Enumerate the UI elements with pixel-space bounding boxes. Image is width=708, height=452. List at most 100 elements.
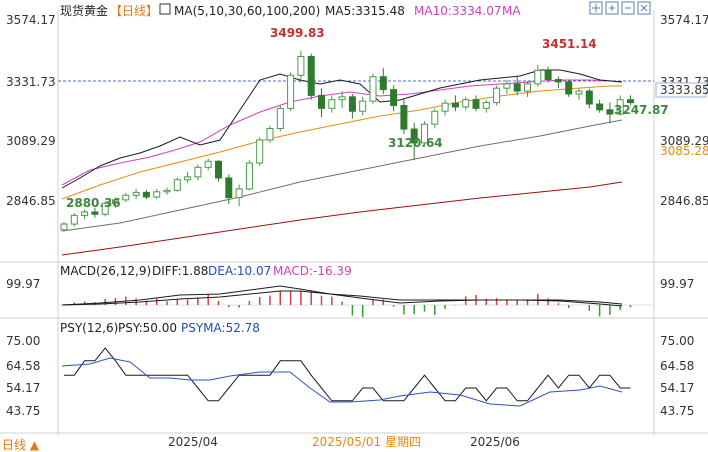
annotation-high: 3451.14 (542, 37, 597, 51)
psy-line (64, 347, 631, 402)
candle-body (534, 69, 542, 85)
price-tick: 3089.29 (660, 134, 708, 148)
chart-header: 现货黄金 【日线】 MA(5,10,30,60,100,200) MA5:331… (60, 3, 521, 18)
psy-tick: 54.17 (6, 381, 40, 395)
ma-more: MA (502, 4, 521, 18)
psy-tick: 43.75 (660, 404, 694, 418)
candle-body (544, 69, 552, 81)
candle-body (60, 223, 68, 231)
candle-body (524, 83, 531, 92)
current-price: 3333.85 (660, 83, 708, 97)
candle-body (328, 99, 336, 109)
candle-body (359, 100, 367, 112)
price-tick: 3089.29 (6, 134, 56, 148)
candle-body (91, 211, 99, 215)
macd-diff: DIFF:1.88 (152, 264, 208, 278)
ma200-line (61, 181, 623, 256)
psy-tick: 75.00 (660, 334, 694, 348)
candle-body (256, 139, 264, 164)
ma10-value: MA10:3334.07 (414, 4, 502, 18)
candle-body (348, 96, 356, 112)
candle-body (173, 179, 181, 191)
ma-label: MA(5,10,30,60,100,200) (174, 4, 320, 18)
period-switch[interactable]: 日线 ▲ (2, 438, 40, 452)
psy-tick: 54.17 (660, 381, 694, 395)
macd-dea: DEA:10.07 (208, 264, 271, 278)
x-axis: 2025/04 2025/05/01 星期四 2025/06 日线 ▲ (2, 435, 520, 452)
candle-body (585, 90, 593, 105)
candle-body (81, 211, 89, 216)
price-annotations: 3499.83 3451.14 2880.36 3120.64 3247.87 (66, 26, 669, 210)
zoom-out-icon[interactable] (621, 1, 635, 15)
price-tick: 3574.17 (6, 13, 56, 27)
candle-body (627, 99, 634, 104)
candle-body (390, 89, 398, 106)
candle-body (163, 189, 171, 193)
toolbar (589, 1, 651, 15)
x-label: 2025/06 (470, 435, 520, 449)
candle-body (369, 76, 377, 102)
annotation-low: 3247.87 (614, 103, 669, 117)
price-tick: 2846.85 (6, 194, 56, 208)
candle-body (482, 102, 490, 109)
ma-toggle-icon[interactable] (159, 3, 171, 15)
ma30-line (61, 79, 623, 186)
psyma-line (61, 357, 623, 407)
price-tick: 2846.85 (660, 194, 708, 208)
current-price-tag (655, 82, 707, 98)
reset-icon[interactable] (637, 1, 651, 15)
candle-body (421, 123, 428, 144)
period-tag[interactable]: 【日线】 (110, 4, 158, 18)
instrument-name: 现货黄金 (60, 3, 108, 18)
psy-tick: 64.58 (6, 359, 40, 373)
candle-body (235, 188, 243, 199)
macd-tick: 99.97 (6, 277, 40, 291)
candle-body (513, 83, 521, 92)
psy-tick: 64.58 (660, 359, 694, 373)
candle-body (606, 109, 614, 115)
candle-body (132, 191, 140, 196)
annotation-low: 3120.64 (388, 136, 443, 150)
psy-tick: 43.75 (6, 404, 40, 418)
psy-panel: PSY(12,6) PSY:50.00 PSYMA:52.78 75.00 64… (6, 321, 694, 418)
candle-body (112, 199, 119, 204)
macd-tick: 99.97 (660, 277, 694, 291)
candle-body (204, 160, 212, 168)
candle-body (225, 177, 233, 199)
psy-axis-left: 75.00 64.58 54.17 43.75 (6, 334, 40, 418)
ma10-line (61, 69, 623, 189)
price-tick: 3331.73 (6, 75, 56, 89)
x-label-crosshair: 2025/05/01 星期四 (312, 435, 421, 449)
zoom-in-icon[interactable] (605, 1, 619, 15)
candlestick-series (60, 50, 634, 232)
candle-body (142, 191, 150, 198)
ma5-value: MA5:3315.48 (325, 4, 405, 18)
candle-body (596, 103, 604, 111)
ma-price-tag: 3085.28 (660, 144, 708, 158)
candle-body (194, 166, 202, 178)
candle-body (184, 176, 192, 181)
candle-body (575, 90, 583, 95)
candle-body (441, 102, 449, 112)
psy-tick: 75.00 (6, 334, 40, 348)
price-axis-left: 3574.17 3331.73 3089.29 2846.85 (6, 13, 56, 208)
candle-body (616, 99, 624, 115)
candle-body (431, 110, 439, 125)
macd-histogram (73, 291, 632, 317)
candle-body (70, 214, 78, 225)
candle-body (410, 128, 418, 144)
candle-body (503, 83, 511, 89)
candle-body (400, 104, 408, 130)
annotation-high: 3499.83 (270, 26, 325, 40)
move-icon[interactable] (589, 1, 603, 15)
candle-body (451, 102, 459, 108)
candle-body (493, 87, 501, 104)
ma60-line (61, 85, 622, 200)
x-label: 2025/04 (168, 435, 218, 449)
ma100-line (61, 119, 623, 232)
macd-dea-line (61, 290, 623, 306)
candle-body (122, 194, 130, 201)
candle-body (338, 96, 346, 101)
candle-body (565, 81, 573, 95)
